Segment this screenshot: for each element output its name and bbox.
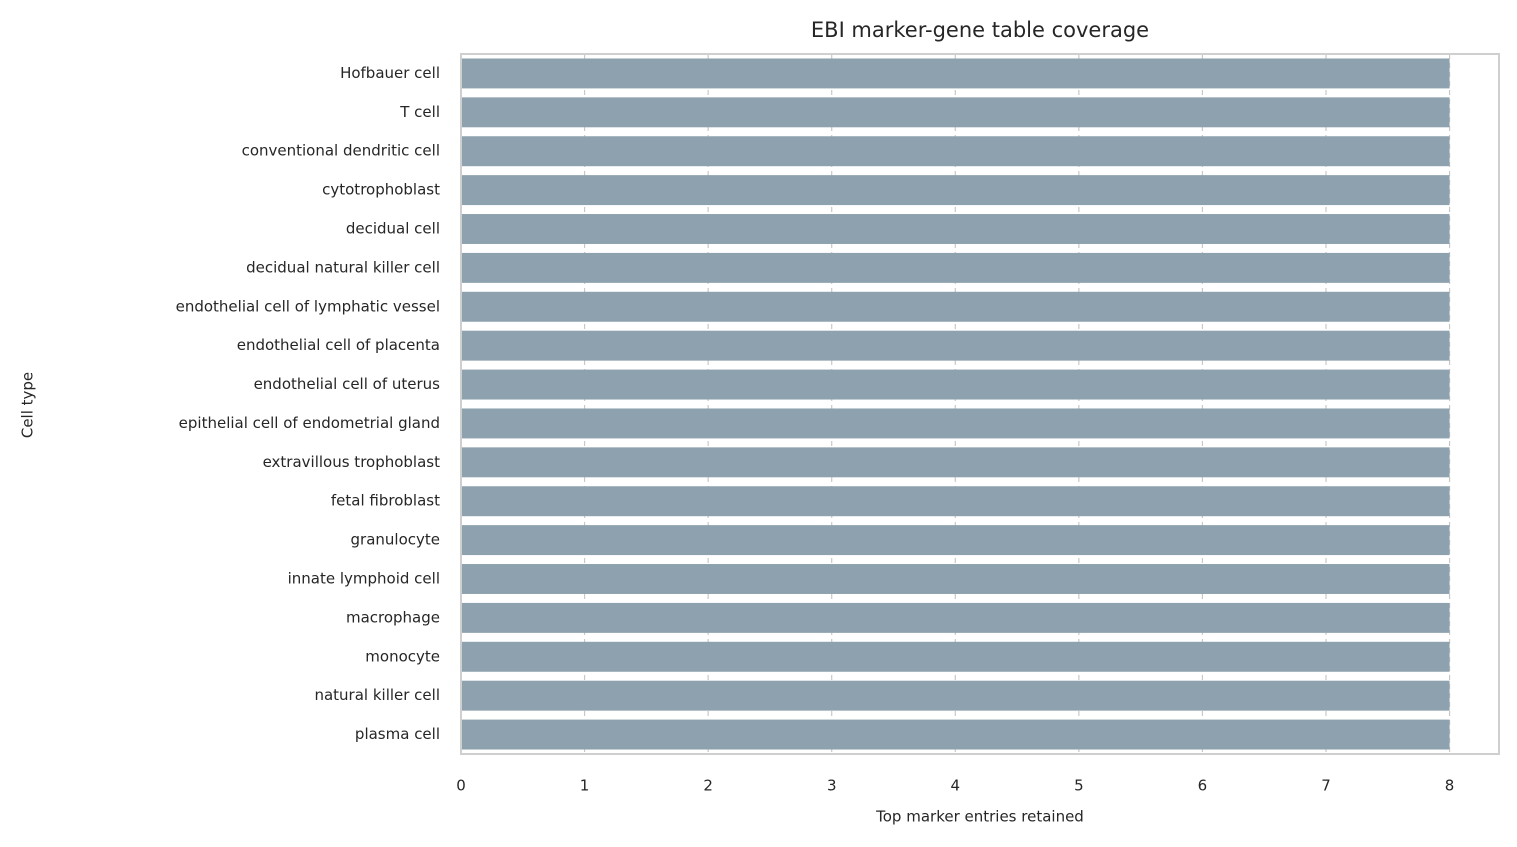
x-tick-label: 1 <box>580 777 590 795</box>
y-tick-label: endothelial cell of uterus <box>254 375 441 393</box>
bar <box>461 97 1450 128</box>
bar <box>461 486 1450 517</box>
x-tick-label: 3 <box>827 777 837 795</box>
bar <box>461 136 1450 167</box>
y-tick-label: macrophage <box>346 608 440 626</box>
bar <box>461 330 1450 361</box>
x-tick-label: 0 <box>456 777 466 795</box>
bar <box>461 408 1450 439</box>
chart-title: EBI marker-gene table coverage <box>811 18 1149 42</box>
bar <box>461 447 1450 478</box>
x-tick-label: 5 <box>1074 777 1084 795</box>
y-tick-label: monocyte <box>365 647 440 665</box>
bar <box>461 252 1450 283</box>
y-tick-label: epithelial cell of endometrial gland <box>179 414 440 432</box>
x-tick-label: 2 <box>703 777 713 795</box>
y-axis-label: Cell type <box>19 372 37 438</box>
bar <box>461 719 1450 750</box>
bar <box>461 525 1450 556</box>
y-tick-label: fetal fibroblast <box>331 492 440 510</box>
bar <box>461 369 1450 400</box>
y-tick-label: T cell <box>399 103 440 121</box>
y-tick-label: natural killer cell <box>314 686 440 704</box>
bar <box>461 214 1450 244</box>
y-tick-label: decidual natural killer cell <box>246 258 440 276</box>
y-tick-label: plasma cell <box>355 725 440 743</box>
y-tick-label: conventional dendritic cell <box>242 142 440 160</box>
y-tick-label: endothelial cell of lymphatic vessel <box>176 297 440 315</box>
bar <box>461 58 1450 89</box>
bar <box>461 291 1450 322</box>
x-tick-label: 6 <box>1198 777 1208 795</box>
y-tick-label: granulocyte <box>351 531 440 549</box>
bar <box>461 680 1450 711</box>
y-tick-label: extravillous trophoblast <box>263 453 441 471</box>
x-tick-label: 7 <box>1321 777 1331 795</box>
bar <box>461 641 1450 672</box>
plot-frame <box>460 53 1500 755</box>
x-tick-label: 8 <box>1445 777 1455 795</box>
bar <box>461 564 1450 594</box>
y-tick-label: endothelial cell of placenta <box>237 336 440 354</box>
y-tick-label: innate lymphoid cell <box>288 570 440 588</box>
bar <box>461 602 1450 633</box>
y-tick-label: decidual cell <box>346 220 440 238</box>
x-axis-label: Top marker entries retained <box>875 808 1084 826</box>
y-tick-label: Hofbauer cell <box>340 64 440 82</box>
y-tick-label: cytotrophoblast <box>322 181 440 199</box>
x-tick-label: 4 <box>951 777 961 795</box>
bar <box>461 175 1450 206</box>
